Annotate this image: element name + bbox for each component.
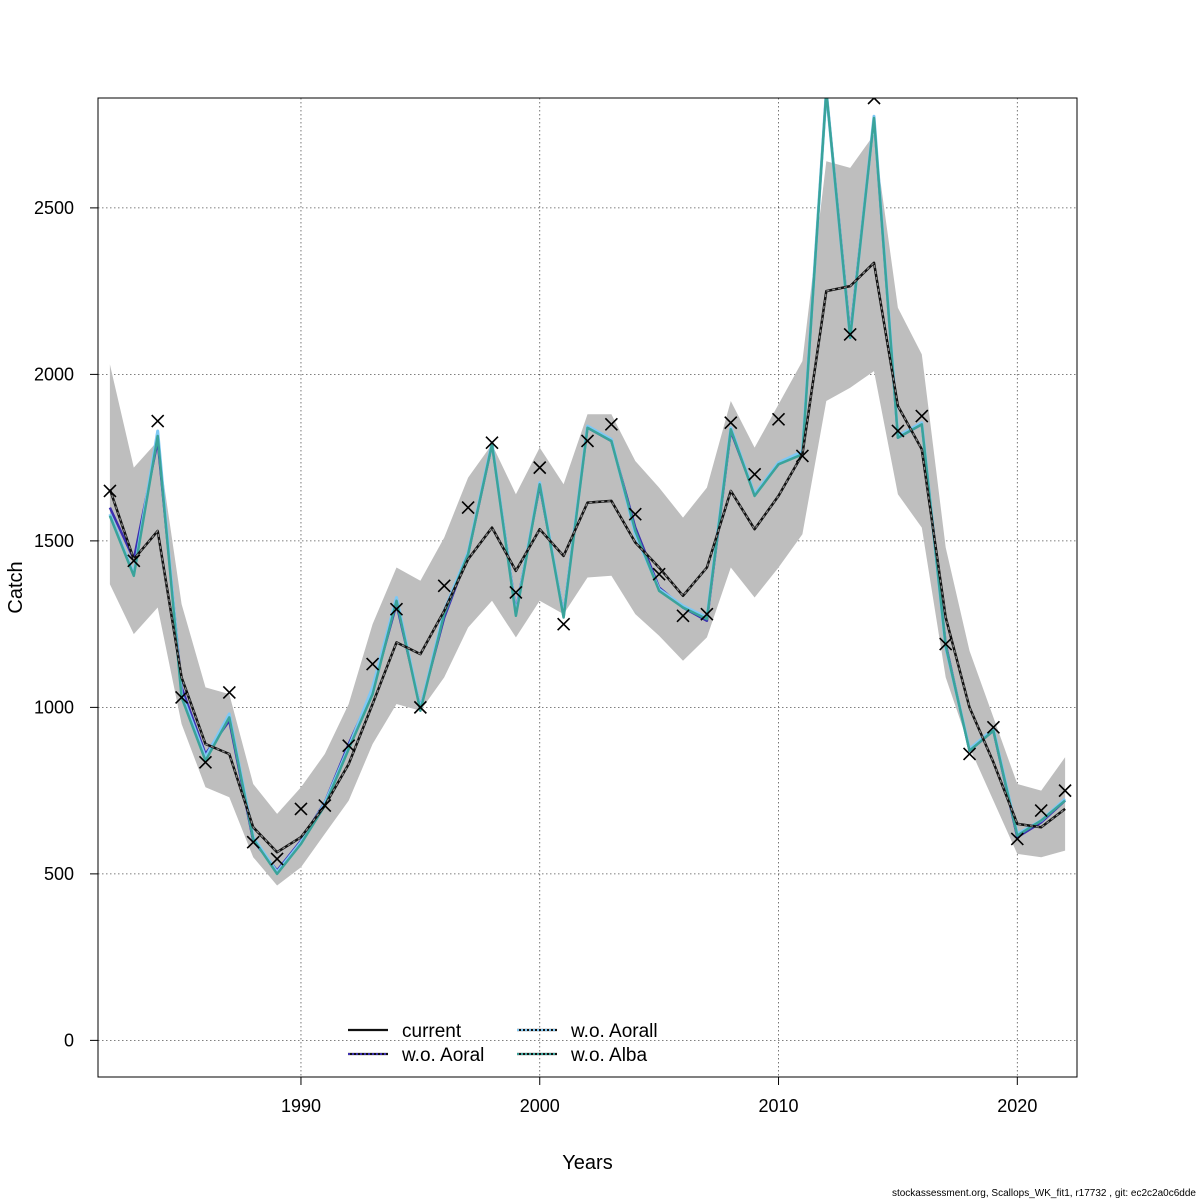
x-tick-label: 2010 <box>759 1096 799 1116</box>
y-tick-label: 2500 <box>34 198 74 218</box>
observed-point <box>389 602 404 616</box>
y-tick-label: 1500 <box>34 531 74 551</box>
observed-point <box>270 852 284 866</box>
plot-area <box>103 69 1072 886</box>
observed-point <box>461 501 475 515</box>
plot-frame <box>97 97 1078 1078</box>
observed-point <box>628 507 642 521</box>
observed-point <box>986 720 1000 734</box>
series-line-current-dash <box>109 261 1066 853</box>
observed-point <box>604 417 618 431</box>
observed-point <box>820 69 832 81</box>
x-tick-label: 2020 <box>997 1096 1037 1116</box>
series-line-wo-alba <box>108 98 1066 876</box>
confidence-band <box>109 134 1066 886</box>
observed-point <box>580 434 595 448</box>
legend-label-w-o-alba: w.o. Alba <box>570 1045 647 1066</box>
observed-point <box>437 579 451 593</box>
observed-point <box>294 802 308 816</box>
observed-point <box>318 799 332 813</box>
observed-point <box>891 424 905 438</box>
observed-point <box>962 747 977 761</box>
observed-point <box>151 414 165 428</box>
legend-label-w-o-aoral: w.o. Aoral <box>401 1045 484 1066</box>
legend-label-current: current <box>402 1021 462 1042</box>
observed-point <box>724 416 738 430</box>
observed-point <box>246 835 260 849</box>
observed-point <box>939 637 953 651</box>
observed-point <box>915 409 929 423</box>
observed-point <box>485 436 499 450</box>
observed-point <box>652 567 666 581</box>
observed-point <box>557 617 571 631</box>
footer-note: stockassessment.org, Scallops_WK_fit1, r… <box>892 1188 1196 1199</box>
observed-point <box>509 585 523 600</box>
y-tick-label: 500 <box>44 864 74 884</box>
observed-point <box>843 327 857 341</box>
observed-point <box>127 554 141 568</box>
observed-point <box>413 700 427 714</box>
axes: 1990 2000 2010 2020 0 500 1000 1500 2000 2500 <box>34 198 1037 1116</box>
legend: current w.o. Aoral w.o. Aorall w.o. Alba <box>348 1021 658 1066</box>
observed-point <box>222 685 236 699</box>
observed-point <box>175 690 189 704</box>
y-tick-label: 2000 <box>34 364 74 384</box>
y-axis-title: Catch <box>5 561 27 613</box>
observed-point <box>103 484 117 498</box>
x-tick-label: 2000 <box>520 1096 560 1116</box>
observed-point <box>533 461 547 475</box>
observed-point <box>198 755 213 769</box>
observed-point <box>771 412 786 426</box>
observed-point <box>342 739 356 753</box>
observed-point <box>1010 832 1024 846</box>
y-tick-label: 0 <box>64 1030 74 1050</box>
x-axis-title: Years <box>562 1152 612 1174</box>
observed-point <box>1034 804 1048 818</box>
observed-point <box>700 607 714 621</box>
observed-point <box>1058 784 1072 798</box>
observed-point <box>795 449 809 463</box>
x-tick-label: 1990 <box>281 1096 321 1116</box>
observed-point <box>748 467 762 481</box>
y-tick-label: 1000 <box>34 697 74 717</box>
observed-point <box>867 98 881 105</box>
gridlines <box>98 98 1077 1077</box>
legend-label-w-o-aorall: w.o. Aorall <box>570 1021 658 1042</box>
observed-point <box>366 657 380 671</box>
observed-point <box>676 609 690 623</box>
